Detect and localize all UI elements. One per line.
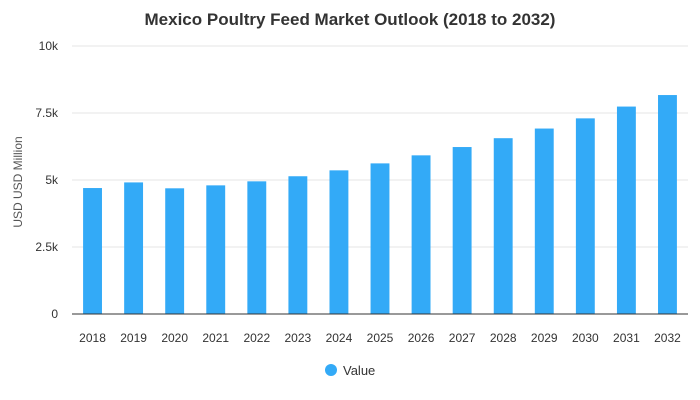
bar-2026[interactable] (411, 155, 431, 314)
bars (83, 95, 677, 315)
bar-2021[interactable] (206, 185, 226, 314)
bar-2032[interactable] (658, 95, 677, 314)
x-tick-label: 2023 (285, 331, 312, 345)
y-axis-ticks: 0 2.5k 5k 7.5k 10k (35, 39, 59, 321)
x-tick-label: 2032 (654, 331, 681, 345)
bar-2018[interactable] (83, 188, 102, 314)
bar-2028[interactable] (493, 138, 513, 314)
x-tick-label: 2020 (161, 331, 188, 345)
x-tick-label: 2026 (408, 331, 435, 345)
bar-2019[interactable] (124, 182, 144, 314)
x-tick-label: 2031 (613, 331, 640, 345)
x-axis-ticks: 2018 2019 2020 2021 2022 2023 2024 2025 2026 2027… (79, 331, 681, 345)
bar-2020[interactable] (165, 188, 185, 314)
x-tick-label: 2022 (243, 331, 270, 345)
x-tick-label: 2029 (531, 331, 558, 345)
x-tick-label: 2024 (326, 331, 353, 345)
bar-2029[interactable] (534, 128, 554, 314)
x-tick-label: 2028 (490, 331, 517, 345)
legend[interactable]: Value (325, 363, 375, 378)
bar-2022[interactable] (247, 181, 267, 314)
bar-2023[interactable] (288, 176, 308, 314)
bar-2031[interactable] (616, 106, 636, 315)
y-tick-label: 7.5k (35, 106, 59, 120)
y-axis-label: USD USD Million (11, 136, 25, 227)
x-tick-label: 2025 (367, 331, 394, 345)
chart-title: Mexico Poultry Feed Market Outlook (2018… (145, 10, 556, 29)
x-tick-label: 2018 (79, 331, 106, 345)
y-tick-label: 10k (39, 39, 59, 53)
x-tick-label: 2019 (120, 331, 147, 345)
bar-2030[interactable] (575, 118, 595, 314)
y-tick-label: 0 (51, 307, 58, 321)
bar-2027[interactable] (452, 147, 472, 314)
y-tick-label: 5k (45, 173, 59, 187)
legend-label-value[interactable]: Value (343, 363, 375, 378)
bar-2024[interactable] (329, 170, 349, 314)
x-tick-label: 2027 (449, 331, 476, 345)
x-tick-label: 2021 (202, 331, 229, 345)
y-tick-label: 2.5k (35, 240, 59, 254)
legend-marker-value[interactable] (325, 364, 337, 376)
x-tick-label: 2030 (572, 331, 599, 345)
bar-2025[interactable] (370, 163, 390, 314)
